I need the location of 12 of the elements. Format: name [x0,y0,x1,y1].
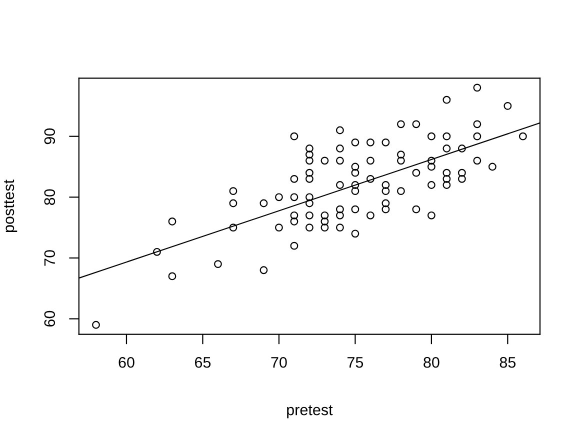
y-tick-label: 70 [44,250,56,266]
y-axis-title: posttest [4,180,18,232]
x-tick-label: 60 [118,356,134,368]
x-tick-label: 85 [500,356,516,368]
x-tick-label: 65 [195,356,211,368]
x-tick-label: 70 [271,356,287,368]
x-tick-label: 80 [424,356,440,368]
y-tick-label: 90 [44,128,56,144]
x-tick-label: 75 [347,357,364,368]
x-axis-title: pretest [287,405,333,418]
y-tick-label: 80 [44,189,56,205]
y-tick-label: 60 [44,310,56,327]
